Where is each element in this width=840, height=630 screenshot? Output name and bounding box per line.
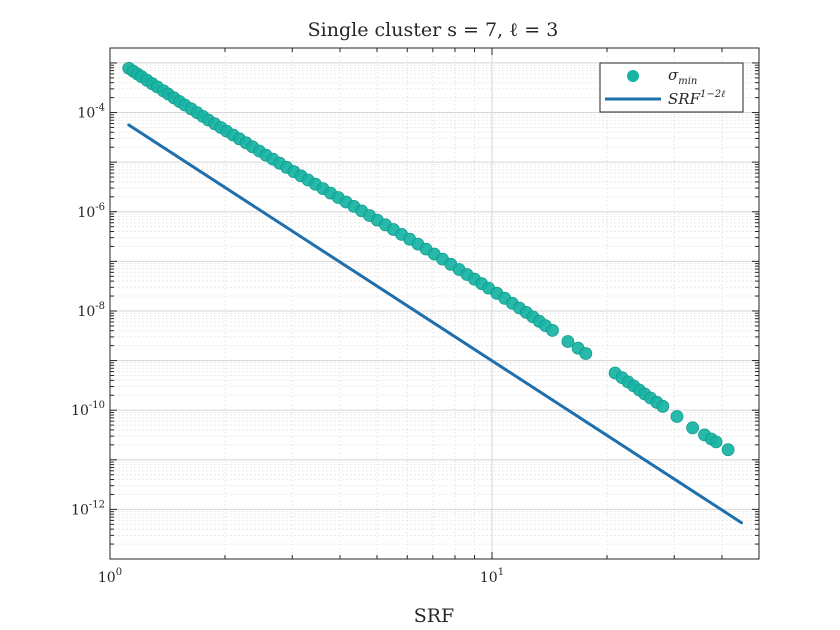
y-tick-label: 10-12 [71,499,105,518]
scatter-point [670,410,684,423]
legend-label-srf: SRF1−2ℓ [668,89,725,108]
scatter-point [709,435,723,449]
legend-box [599,62,744,113]
x-axis-label: SRF [414,605,455,627]
x-tick-label: 101 [480,567,504,586]
scatter-point [546,323,559,337]
axis-ticks [109,47,760,560]
y-tick-label: 10-8 [77,301,105,320]
plot-series [122,61,743,525]
chart-title: Single cluster s = 7, ℓ = 3 [308,19,559,41]
legend-label-sigma: σmin [668,66,697,87]
scatter-point [656,399,670,413]
legend-marker-sigma [627,70,639,82]
y-tick-label: 10-6 [77,202,105,221]
scatter-point [721,443,735,457]
y-tick-labels: 10-4 10-6 10-8 10-10 10-12 [71,103,105,519]
y-tick-label: 10-4 [77,103,105,122]
y-tick-label: 10-10 [71,400,105,419]
plot-area-border [109,47,760,560]
x-tick-labels: 100 101 [98,567,504,586]
scatter-point [686,421,699,435]
legend: σmin SRF1−2ℓ [599,62,744,113]
series-line-srf [127,123,743,525]
scatter-point [561,335,575,348]
scatter-point [579,347,593,360]
x-tick-label: 100 [98,567,122,586]
